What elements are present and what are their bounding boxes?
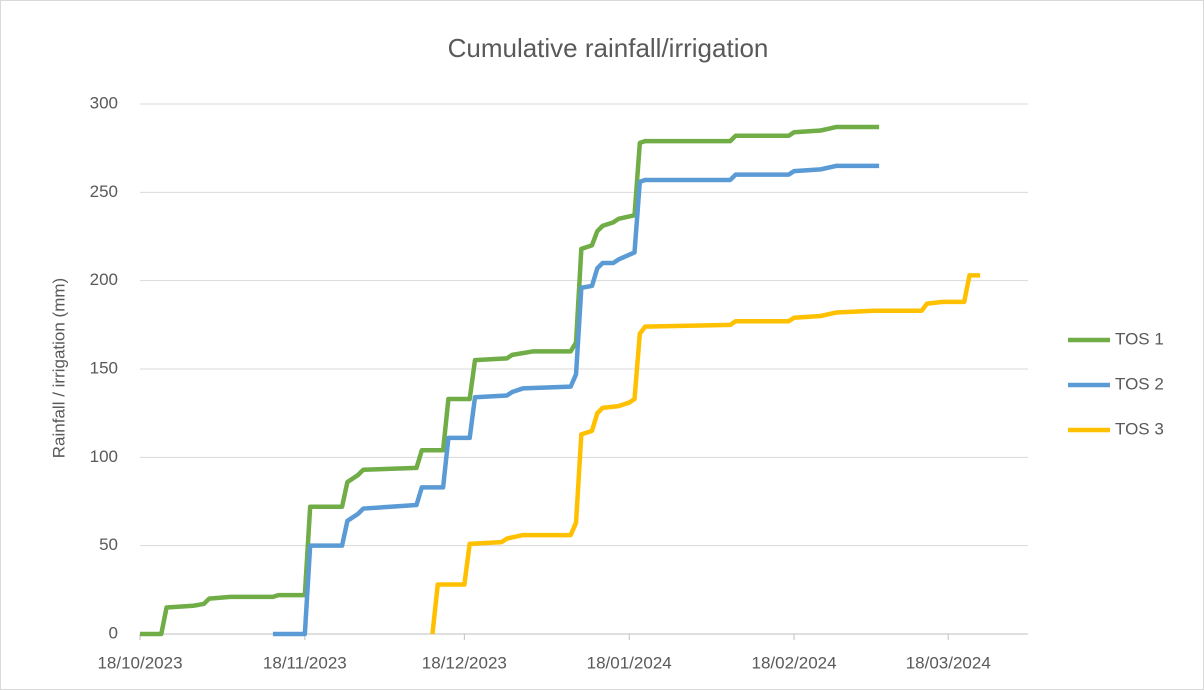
chart-title: Cumulative rainfall/irrigation <box>448 33 769 63</box>
data-line <box>140 124 880 637</box>
y-tick-label: 100 <box>90 447 118 466</box>
x-tick-label: 18/02/2024 <box>751 653 836 672</box>
x-tick-label: 18/11/2023 <box>263 653 347 672</box>
data-line <box>272 163 880 637</box>
legend-label: TOS 3 <box>1115 419 1164 438</box>
x-tick-label: 18/10/2023 <box>97 653 182 672</box>
legend-label: TOS 2 <box>1115 374 1164 393</box>
data-line <box>430 273 981 635</box>
y-tick-label: 0 <box>109 623 118 642</box>
y-tick-label: 200 <box>90 270 118 289</box>
y-tick-label: 250 <box>90 182 118 201</box>
y-tick-label: 50 <box>99 535 118 554</box>
legend-label: TOS 1 <box>1115 329 1164 348</box>
y-tick-label: 150 <box>90 358 118 377</box>
x-tick-label: 18/01/2024 <box>587 653 672 672</box>
y-axis-label: Rainfall / irrigation (mm) <box>49 278 68 458</box>
x-tick-label: 18/12/2023 <box>422 653 507 672</box>
x-tick-label: 18/03/2024 <box>906 653 991 672</box>
y-tick-label: 300 <box>90 93 118 112</box>
